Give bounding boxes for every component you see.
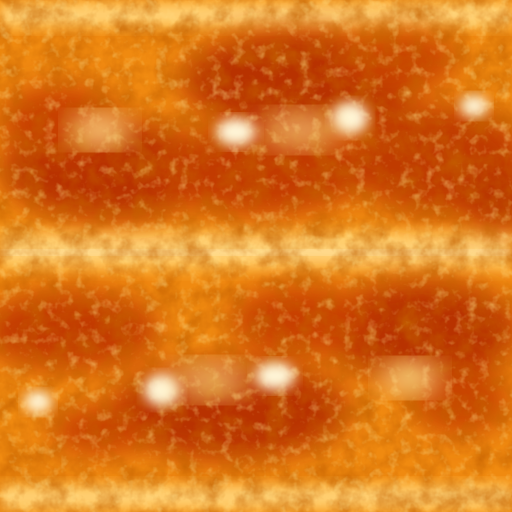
hot-spots-lower — [24, 362, 440, 413]
hot-spots-upper — [70, 95, 488, 148]
